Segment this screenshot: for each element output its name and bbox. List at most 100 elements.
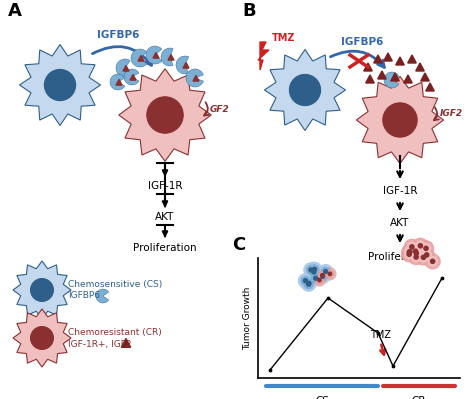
Text: Proliferation: Proliferation [133,243,197,253]
Polygon shape [364,63,372,71]
Circle shape [425,253,429,257]
Polygon shape [366,75,374,83]
Circle shape [411,247,420,256]
Circle shape [307,282,310,286]
Circle shape [407,250,411,254]
Circle shape [309,271,323,285]
Circle shape [313,274,326,286]
Circle shape [416,250,431,265]
Circle shape [416,241,425,251]
Text: A: A [8,2,22,20]
Polygon shape [356,77,444,164]
Circle shape [321,267,330,276]
Polygon shape [183,63,189,68]
Circle shape [404,250,414,259]
Polygon shape [153,53,159,58]
Circle shape [413,249,418,253]
Polygon shape [384,53,392,61]
Circle shape [303,279,308,282]
Circle shape [414,255,418,259]
Polygon shape [146,46,162,64]
Text: IGF-1R: IGF-1R [148,181,182,191]
Polygon shape [391,73,399,81]
Circle shape [307,281,311,285]
Circle shape [319,265,333,279]
Polygon shape [408,55,416,63]
Polygon shape [404,75,412,83]
Circle shape [407,252,411,256]
Polygon shape [116,59,130,77]
Polygon shape [193,75,199,81]
Circle shape [411,253,421,262]
Circle shape [425,254,440,269]
Circle shape [299,274,312,288]
Polygon shape [264,49,346,130]
Circle shape [413,238,428,253]
Circle shape [402,244,418,259]
Circle shape [290,74,320,106]
Text: IGF-1R: IGF-1R [383,186,417,196]
Polygon shape [138,55,144,61]
Circle shape [404,239,419,254]
Text: Proliferation: Proliferation [368,252,432,262]
Circle shape [405,247,414,257]
Circle shape [309,268,313,272]
Circle shape [308,262,321,276]
Circle shape [316,277,323,284]
Polygon shape [13,309,71,367]
Polygon shape [258,42,269,70]
Circle shape [324,268,336,280]
Polygon shape [110,74,125,90]
Polygon shape [123,65,129,71]
Circle shape [421,255,426,259]
Text: AKT: AKT [390,218,410,228]
Text: IGF-1R+, IGF2: IGF-1R+, IGF2 [68,340,131,348]
Circle shape [428,257,437,266]
Circle shape [316,269,330,283]
Text: IGFBP6: IGFBP6 [68,292,100,300]
Circle shape [326,270,334,278]
Polygon shape [121,338,131,347]
Text: GF2: GF2 [210,105,230,113]
Polygon shape [426,83,434,91]
Circle shape [30,279,54,301]
Polygon shape [421,73,429,81]
Circle shape [408,244,423,259]
Circle shape [408,250,412,254]
Polygon shape [416,63,424,71]
Circle shape [304,280,313,288]
Circle shape [418,244,422,248]
Circle shape [304,263,318,277]
Polygon shape [186,69,203,87]
Polygon shape [131,49,147,67]
Polygon shape [96,289,109,303]
Circle shape [422,250,431,260]
Text: TMZ: TMZ [272,33,295,43]
Circle shape [419,247,434,263]
Text: Chemoresistant (CR): Chemoresistant (CR) [68,328,162,336]
Polygon shape [168,55,174,60]
Circle shape [311,274,320,282]
Circle shape [414,251,419,255]
Circle shape [402,245,417,260]
Circle shape [30,326,54,350]
Polygon shape [119,69,211,161]
Circle shape [319,272,326,279]
Text: Chemosensitive (CS): Chemosensitive (CS) [68,280,162,290]
Text: Tumor Growth: Tumor Growth [244,286,253,350]
Circle shape [312,267,317,271]
Circle shape [312,270,316,274]
Polygon shape [13,261,71,319]
Text: TMZ: TMZ [370,330,391,340]
Polygon shape [161,48,173,66]
Polygon shape [396,57,404,65]
Text: IGF2: IGF2 [440,109,463,119]
Circle shape [321,275,325,279]
Circle shape [410,245,414,249]
Circle shape [307,265,321,279]
Circle shape [305,279,313,288]
Polygon shape [378,71,386,79]
Polygon shape [116,79,122,85]
Circle shape [409,246,424,261]
Text: CR: CR [412,396,426,399]
